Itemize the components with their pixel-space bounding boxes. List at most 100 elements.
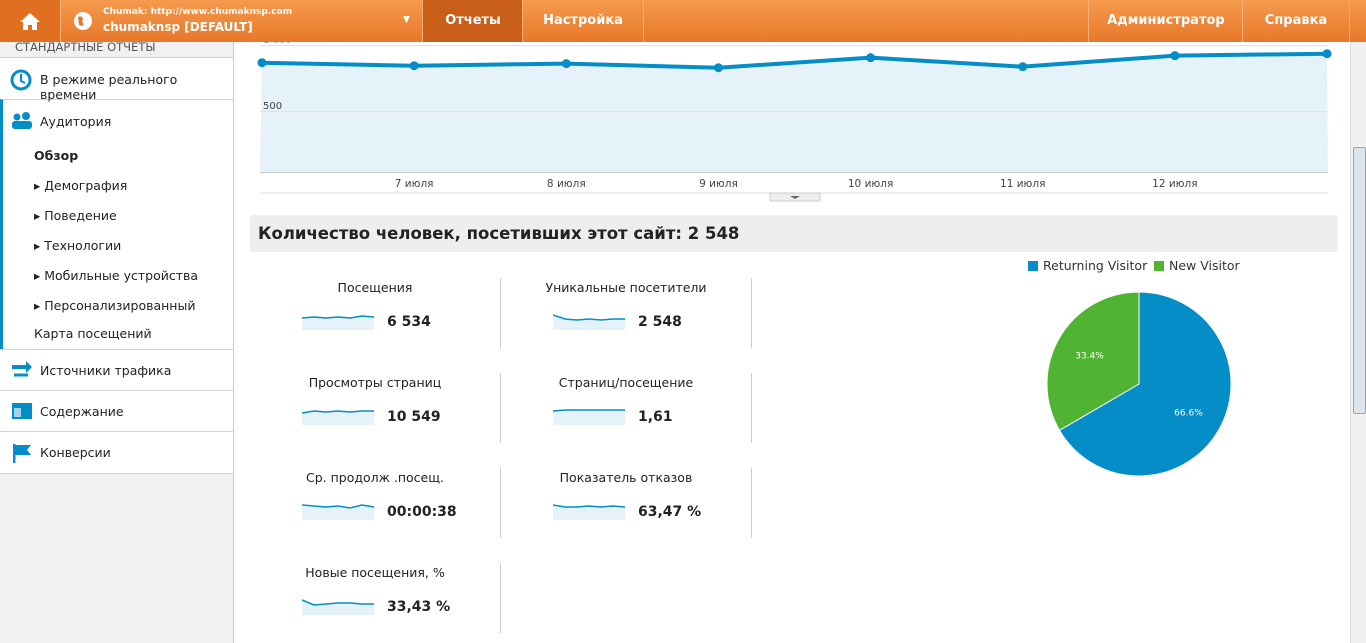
- point: [257, 58, 267, 68]
- legend-swatch: [1154, 261, 1164, 271]
- tab[interactable]: Справка: [1242, 0, 1350, 42]
- metric-divider: [500, 373, 501, 443]
- slice-label: 66.6%: [1174, 408, 1203, 418]
- slice-label: 33.4%: [1075, 352, 1104, 362]
- metric-label: Просмотры страниц: [308, 375, 442, 390]
- nav-item[interactable]: Аудитория: [40, 114, 112, 129]
- point: [866, 53, 876, 63]
- traffic-icon: [12, 361, 32, 377]
- area: [260, 53, 1328, 172]
- tab[interactable]: Отчеты: [422, 0, 523, 42]
- nav-item[interactable]: Источники трафика: [40, 363, 172, 378]
- home-button[interactable]: [0, 0, 60, 42]
- metric-label: Посещения: [337, 280, 413, 295]
- scrollbar[interactable]: [1350, 0, 1366, 643]
- point: [1322, 49, 1332, 59]
- sparkline: [302, 504, 375, 520]
- sparkline-area: [553, 505, 625, 520]
- summary-bar: Количество человек, посетивших этот сайт…: [250, 215, 1338, 252]
- metric-value: 00:00:38: [387, 504, 457, 520]
- label: Мобильные устройства: [44, 268, 199, 283]
- nav-item[interactable]: В режиме реального времени: [40, 72, 178, 102]
- sparkline-line: [302, 599, 374, 606]
- y-tick-label: 500: [263, 101, 282, 112]
- label: Демография: [44, 178, 128, 193]
- globe-icon: [74, 12, 92, 30]
- site-selector[interactable]: Chumak: http://www.chumaknsp.com chumakn…: [60, 0, 423, 42]
- sparkline-line: [302, 410, 374, 414]
- pie-chart: Returning Visitor 66.6% New Visitor 33.4%: [1028, 258, 1241, 477]
- x-tick-label: 12 июля: [1152, 178, 1197, 190]
- x-tick-label: 8 июля: [547, 178, 586, 190]
- section-title: СТАНДАРТНЫЕ ОТЧЕТЫ: [15, 40, 156, 54]
- scroll-thumb[interactable]: [1353, 147, 1366, 414]
- site-url: Chumak: http://www.chumaknsp.com: [103, 7, 293, 17]
- metric-divider: [751, 468, 752, 538]
- metric-value: 1,61: [638, 409, 673, 425]
- sidebar: СТАНДАРТНЫЕ ОТЧЕТЫ В режиме реального вр…: [0, 40, 234, 643]
- metric-value: 63,47 %: [638, 504, 702, 520]
- point: [561, 59, 571, 69]
- sparkline-area: [553, 315, 625, 330]
- metric-divider: [751, 373, 752, 443]
- sparkline-area: [553, 410, 625, 425]
- sparkline: [553, 504, 626, 520]
- sparkline: [302, 315, 375, 330]
- summary-heading: Количество человек, посетивших этот сайт…: [258, 224, 740, 243]
- x-tick-label: 10 июля: [848, 178, 893, 190]
- metric-divider: [500, 468, 501, 538]
- sparkline: [302, 410, 374, 425]
- metric-label: Страниц/посещение: [558, 375, 694, 390]
- realtime-icon: [10, 69, 32, 91]
- sparkline-line: [302, 504, 375, 509]
- header: Chumak: http://www.chumaknsp.com chumakn…: [0, 0, 1366, 42]
- metric-divider: [500, 563, 501, 633]
- nav-item[interactable]: Конверсии: [40, 445, 111, 460]
- nav-sub-item[interactable]: ▸ Поведение: [34, 208, 117, 223]
- point: [409, 61, 419, 71]
- expand-arrow: [790, 196, 800, 199]
- legend-label: Returning Visitor: [1043, 258, 1148, 273]
- nav-sub-item[interactable]: ▸ Мобильные устройства: [34, 268, 199, 283]
- sparkline: [302, 599, 374, 615]
- metric-value: 6 534: [387, 314, 431, 330]
- metric-label: Уникальные посетители: [545, 280, 707, 295]
- metric-label: Ср. продолж .посещ.: [306, 470, 444, 485]
- legend-label: New Visitor: [1169, 258, 1241, 273]
- metric-label: Показатель отказов: [559, 470, 693, 485]
- site-profile: chumaknsp [DEFAULT]: [103, 20, 253, 34]
- nav-item[interactable]: Содержание: [40, 404, 124, 419]
- pie-slice: [1058, 291, 1232, 477]
- sparkline-line: [553, 504, 626, 508]
- nav-sub-item[interactable]: ▸ Технологии: [34, 238, 122, 253]
- sparkline-line: [553, 409, 625, 412]
- sparkline-line: [302, 315, 375, 319]
- point: [1018, 62, 1028, 72]
- legend-swatch: [1028, 261, 1038, 271]
- metric-value: 2 548: [638, 314, 682, 330]
- sparkline-area: [302, 316, 374, 330]
- home-icon: [20, 13, 40, 30]
- nav-sub-item[interactable]: Обзор: [34, 148, 79, 163]
- dropdown-arrow: ▼: [403, 15, 410, 25]
- pie-slice: [1046, 291, 1140, 432]
- sparkline-area: [302, 411, 374, 425]
- label: Персонализированный: [44, 298, 196, 313]
- x-tick-label: 7 июля: [395, 178, 434, 190]
- metric-divider: [751, 278, 752, 348]
- nav-sub-item[interactable]: ▸ Персонализированный: [34, 298, 196, 313]
- nav-sub-item[interactable]: ▸ Демография: [34, 178, 128, 193]
- metric-label: Новые посещения, %: [305, 565, 445, 580]
- sparkline: [553, 409, 625, 425]
- label: Поведение: [44, 208, 117, 223]
- tab[interactable]: Администратор: [1088, 0, 1243, 42]
- label: Технологии: [44, 238, 122, 253]
- tab[interactable]: Настройка: [522, 0, 644, 42]
- metric-value: 10 549: [387, 409, 441, 425]
- sparkline-line: [553, 314, 625, 321]
- nav-sub-item[interactable]: Карта посещений: [34, 326, 152, 341]
- content-icon: [12, 403, 32, 419]
- sparkline: [553, 314, 625, 330]
- line: [261, 51, 1328, 70]
